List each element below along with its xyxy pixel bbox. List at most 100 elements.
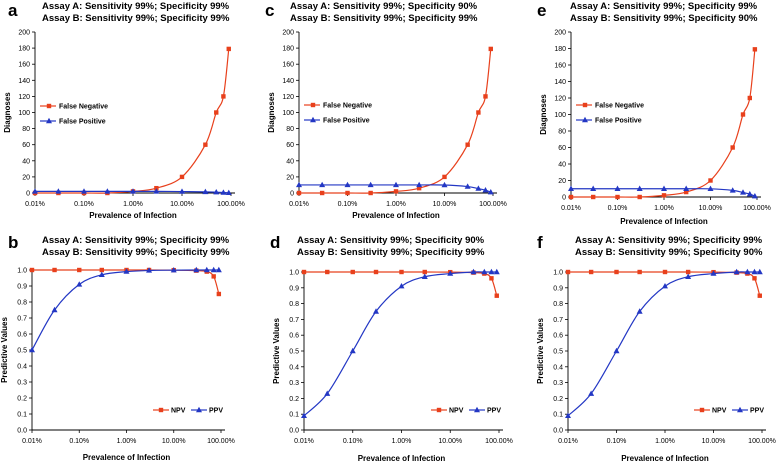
data-point-triangle [301,412,307,418]
legend-square-icon [310,102,316,108]
y-tick-label: 0.4 [17,364,27,371]
x-tick-label: 0.01% [25,201,45,208]
legend-label: PPV [209,408,223,415]
y-tick-label: 200 [282,30,294,37]
data-point-triangle [636,185,643,191]
y-tick-label: 0.5 [289,349,299,356]
y-tick-label: 0.9 [289,285,299,292]
assay-title-line: Assay B: Sensitivity 99%; Specificity 99… [290,13,478,24]
data-point-triangle [683,185,690,191]
data-point-triangle [123,268,130,274]
y-tick-label: 80 [22,126,30,133]
x-tick-label: 100.00% [743,205,771,212]
x-tick-label: 100.00% [217,201,245,208]
legend-triangle-icon [46,117,52,124]
assay-title-line: Assay A: Sensitivity 99%; Specificity 99… [575,235,763,246]
x-tick-label: 10.00% [702,438,726,445]
y-tick-label: 40 [558,162,566,169]
x-tick-label: 0.10% [343,438,363,445]
legend-square-icon [158,407,164,413]
data-point-triangle [482,186,489,193]
data-point-square [615,194,620,200]
data-point-triangle [344,181,351,188]
data-point-square [614,269,619,275]
data-point-square [637,194,642,200]
x-tick-label: 1.00% [386,201,406,208]
x-axis-label: Prevalence of Infection [83,453,171,462]
y-tick-label: 160 [282,62,294,69]
y-tick-label: 0.9 [17,284,27,291]
data-point-triangle [588,390,595,396]
legend-triangle-icon [474,406,480,413]
data-point-triangle [202,188,209,195]
data-point-triangle [488,268,495,275]
y-tick-label: 0.5 [553,349,563,356]
y-tick-label: 0.5 [17,348,27,355]
data-point-triangle [213,188,220,195]
x-tick-label: 10.00% [170,201,194,208]
data-point-square [77,267,82,273]
y-tick-label: 0.8 [17,300,27,307]
data-point-triangle [55,188,62,194]
y-tick-label: 0.0 [553,428,563,435]
y-tick-label: 0.9 [553,285,563,292]
y-tick-label: 0.0 [17,428,27,435]
data-point-square [203,142,208,147]
legend-square-icon [46,103,52,109]
y-tick-label: 0.3 [289,380,299,387]
data-point-square [325,269,330,275]
data-point-square [52,267,57,273]
legend-triangle-icon [582,116,588,123]
y-tick-label: 140 [554,79,566,86]
data-point-square [211,274,216,279]
x-tick-label: 100.00% [748,438,776,445]
series-line-npv [304,271,498,296]
data-point-triangle [349,347,356,354]
panel-letter-c: c [265,1,274,20]
x-tick-label: 0.01% [294,438,314,445]
data-point-triangle [613,347,620,354]
data-point-square [565,269,571,275]
legend-label: PPV [750,408,764,415]
legend-label: NPV [171,408,186,415]
data-point-triangle [367,181,374,188]
y-tick-label: 120 [282,94,294,101]
y-tick-label: 0.4 [289,364,299,371]
data-point-square [489,276,494,281]
data-point-triangle [393,181,399,188]
data-point-triangle [493,268,500,275]
y-tick-label: 0.0 [289,428,299,435]
data-point-triangle [746,190,753,197]
data-point-triangle [756,268,763,275]
x-tick-label: 0.10% [608,205,628,212]
x-axis-label: Prevalence of Infection [89,211,177,220]
data-point-square [568,194,574,200]
assay-title-line: Assay B: Sensitivity 99%; Specificity 99… [42,13,230,24]
x-tick-label: 1.00% [123,201,143,208]
y-axis-label: Diagnoses [267,92,276,133]
y-tick-label: 160 [18,62,30,69]
legend-triangle-icon [310,116,316,123]
data-point-triangle [319,181,326,188]
data-point-triangle [568,185,574,191]
y-tick-label: 200 [18,30,30,37]
y-tick-label: 0.4 [553,364,563,371]
data-point-square [319,190,325,196]
y-axis-label: Diagnoses [3,92,12,133]
legend-label: False Negative [595,103,644,110]
data-point-triangle [210,266,217,273]
y-tick-label: 0.7 [289,317,299,324]
data-point-triangle [710,270,717,276]
y-tick-label: 0.2 [553,396,563,403]
y-tick-label: 0.1 [17,412,27,419]
data-point-square [730,145,735,150]
panel-letter-a: a [8,1,18,20]
data-point-square [494,293,499,298]
y-tick-label: 140 [282,78,294,85]
legend-label: False Positive [59,119,106,126]
data-point-triangle [220,189,227,195]
data-point-square [422,269,427,275]
x-axis-label: Prevalence of Infection [620,217,708,226]
data-point-square [226,46,231,52]
x-tick-label: 0.01% [561,205,581,212]
